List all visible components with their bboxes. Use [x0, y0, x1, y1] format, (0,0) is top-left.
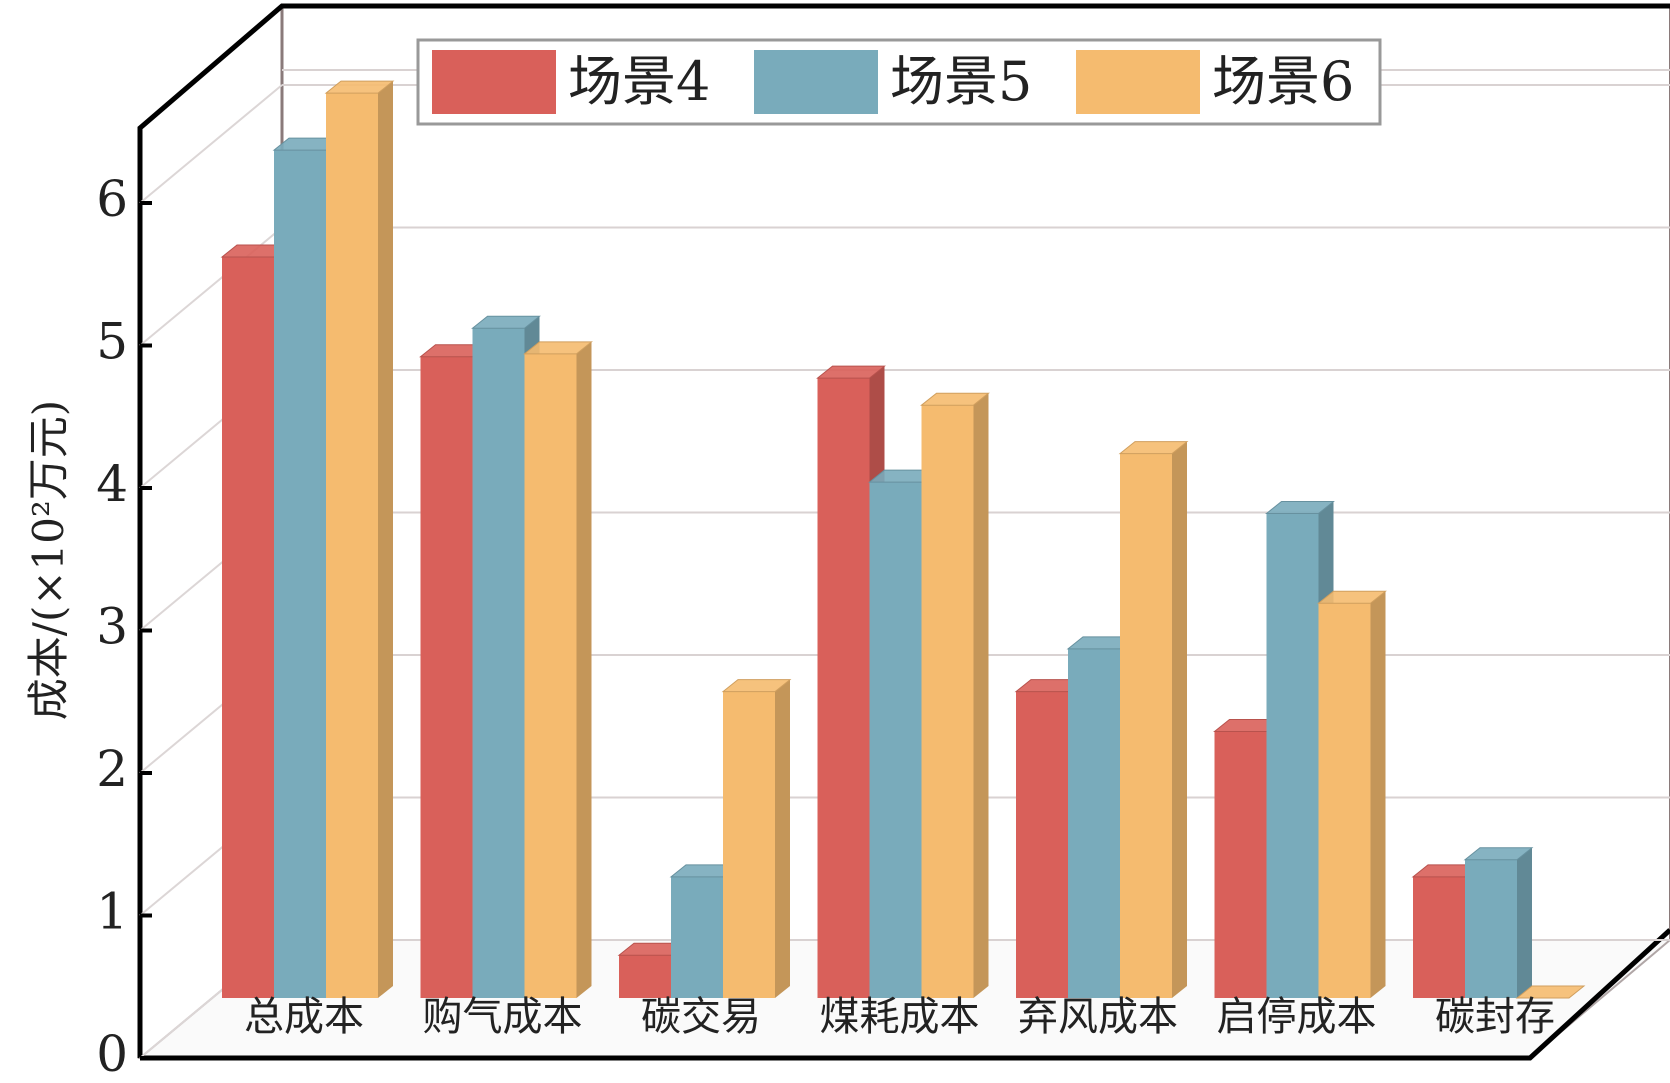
- bar-top: [324, 80, 395, 94]
- bar-top: [920, 392, 990, 406]
- legend-box: [416, 38, 1382, 126]
- bar-front: [1318, 603, 1371, 998]
- y-tick-label: 3: [96, 598, 128, 656]
- legend-item: 场景4: [432, 50, 710, 114]
- bar: [721, 679, 792, 998]
- bar-side: [1172, 441, 1187, 998]
- bar: [324, 80, 395, 998]
- bar-top: [1118, 441, 1189, 455]
- bar-top: [721, 679, 792, 693]
- bar-front: [1068, 648, 1120, 998]
- bar-front: [1214, 731, 1267, 998]
- bar-top: [1515, 985, 1586, 999]
- bar: [1463, 847, 1534, 998]
- bar-front: [619, 955, 671, 998]
- bar-front: [326, 93, 378, 998]
- y-tick-label: 4: [96, 455, 128, 513]
- y-tick-label: 5: [96, 313, 128, 371]
- legend-label: 场景5: [890, 50, 1032, 113]
- bar-front: [723, 691, 775, 998]
- y-tick-label: 2: [96, 740, 128, 798]
- bar-side: [576, 341, 592, 998]
- y-axis: 0 1 2 3 4 5 6: [96, 170, 152, 1083]
- x-tick-label: 购气成本: [423, 994, 583, 1040]
- y-tick-label: 0: [96, 1025, 128, 1079]
- bar-side: [775, 679, 790, 998]
- bar-front: [1016, 691, 1068, 998]
- x-tick-label: 总成本: [244, 994, 364, 1040]
- bar-side: [378, 81, 393, 998]
- y-tick-label: 1: [96, 883, 128, 941]
- x-tick-label: 碳封存: [1435, 994, 1555, 1040]
- y-tick-label: 6: [96, 170, 128, 228]
- bar-top: [471, 315, 541, 329]
- bar-front: [869, 482, 922, 998]
- x-tick-label: 煤耗成本: [820, 994, 980, 1040]
- legend-swatch: [1076, 50, 1200, 114]
- bar-side: [973, 393, 989, 998]
- outer-frame-top: [137, 3, 1670, 1058]
- legend: 场景4 场景5 场景6: [416, 38, 1382, 126]
- bar: [523, 341, 593, 998]
- bar: [920, 392, 990, 998]
- bar-front: [274, 150, 326, 998]
- bar-front: [817, 378, 870, 998]
- bar: [1118, 441, 1189, 998]
- bar-side: [1517, 847, 1532, 998]
- bar-top: [1317, 590, 1387, 604]
- x-axis: 总成本 购气成本 碳交易 煤耗成本 弃风成本 启停成本 碳封存: [244, 994, 1555, 1040]
- legend-swatch: [432, 50, 556, 114]
- bar-front: [921, 405, 974, 998]
- bar-top: [523, 341, 593, 355]
- bar-front: [671, 876, 723, 998]
- bar-top: [816, 365, 886, 379]
- bar-front: [1465, 859, 1517, 998]
- legend-item: 场景6: [1076, 50, 1354, 114]
- bar: [1317, 590, 1387, 998]
- legend-item: 场景5: [754, 50, 1032, 114]
- x-tick-label: 启停成本: [1217, 994, 1377, 1040]
- y-axis-title: 成本/(×10²万元): [24, 400, 73, 720]
- bar-front: [472, 328, 525, 998]
- legend-label: 场景4: [568, 50, 710, 113]
- bar-front: [524, 353, 577, 998]
- legend-label: 场景6: [1212, 50, 1354, 113]
- bar-front: [1266, 513, 1319, 998]
- x-tick-label: 弃风成本: [1018, 994, 1178, 1040]
- bars: [220, 80, 1586, 999]
- bar-front: [222, 257, 274, 998]
- x-tick-label: 碳交易: [641, 994, 761, 1040]
- bar: [1515, 985, 1586, 999]
- bar-side: [1370, 591, 1386, 998]
- gridline-side: [139, 84, 283, 204]
- bar-top: [1463, 847, 1534, 861]
- legend-swatch: [754, 50, 878, 114]
- bar-front: [420, 356, 473, 998]
- bar-top: [1265, 501, 1335, 514]
- bar-front: [1120, 453, 1172, 998]
- outer-frame-bottom: [140, 928, 1670, 1061]
- bar-front: [1413, 876, 1465, 998]
